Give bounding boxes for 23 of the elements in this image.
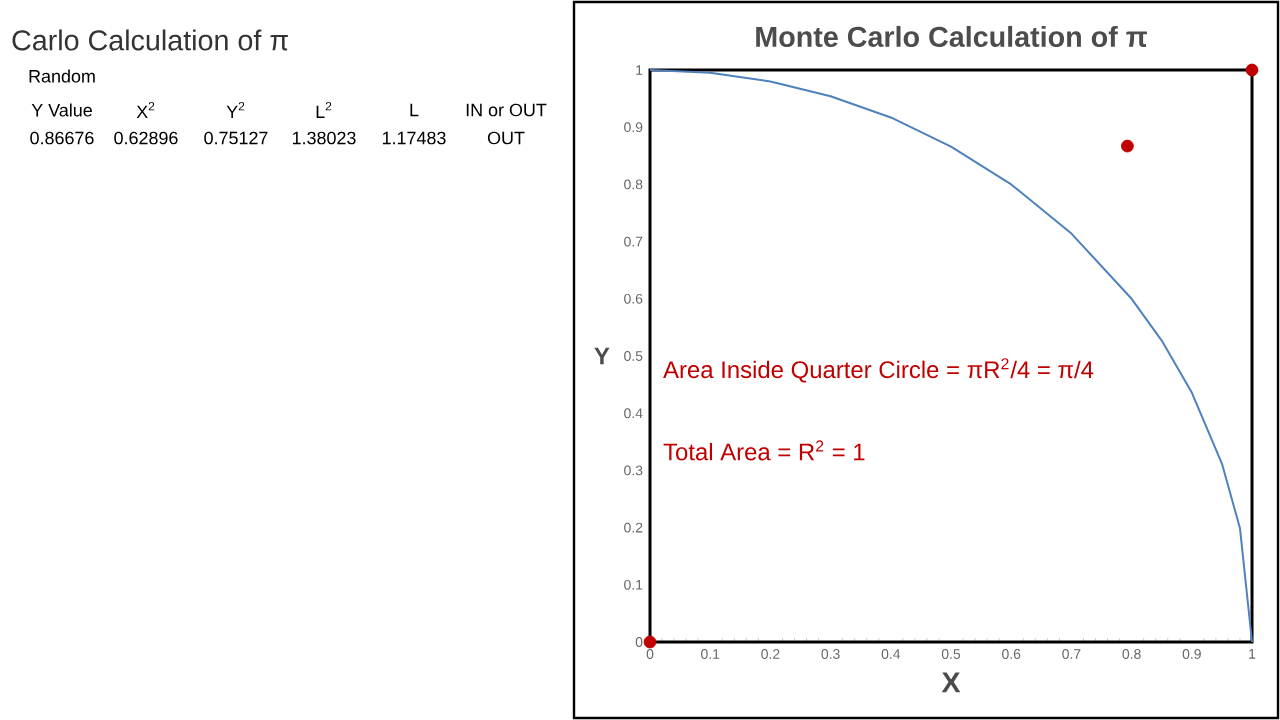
point — [643, 635, 657, 649]
point — [1245, 63, 1259, 77]
text: Y Value — [31, 103, 92, 117]
text: 0.86676 — [30, 131, 94, 145]
text: 0.75127 — [204, 131, 268, 145]
chart-title: Monte Carlo Calculation of π — [756, 25, 1147, 48]
y-axis-title: Y — [594, 347, 610, 365]
text: 1.38023 — [292, 131, 356, 145]
annotation: Total Area = R$^{2}$ = 1 — [663, 440, 865, 461]
line-series — [649, 68, 1254, 643]
text: 1.17483 — [382, 131, 446, 145]
text: L — [410, 103, 419, 117]
text: 0.62896 — [114, 131, 178, 145]
text: L$^{2}$ — [316, 102, 332, 118]
text: Random — [29, 69, 95, 83]
point — [1121, 139, 1134, 153]
text: Y$^{2}$ — [226, 102, 245, 118]
annotation: Area Inside Quarter Circle = πR$^{2}$/4 = π/4 — [663, 358, 1094, 383]
text: IN or OUT — [466, 103, 547, 117]
text: X$^{2}$ — [136, 102, 155, 118]
x-axis-title: X — [941, 672, 961, 693]
text: Carlo Calculation of π — [12, 29, 288, 51]
text: OUT — [487, 131, 525, 145]
